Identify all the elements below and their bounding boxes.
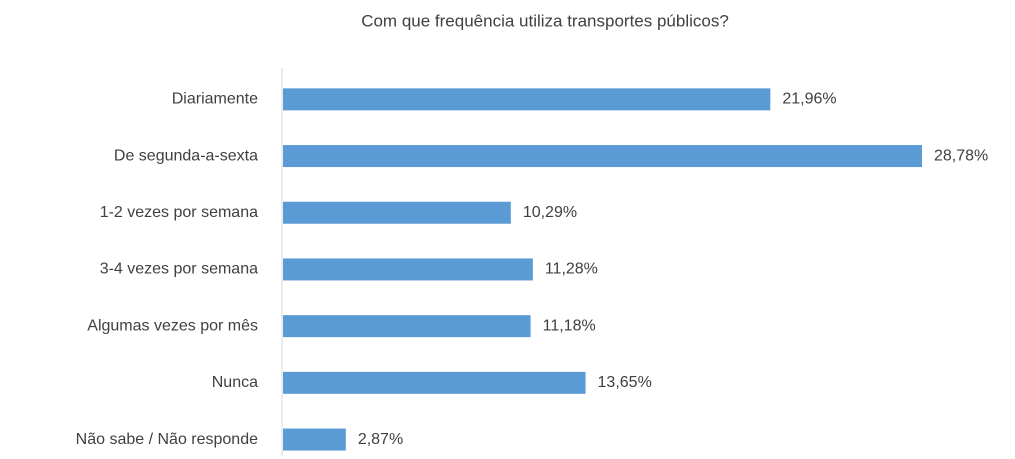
value-label: 13,65% bbox=[598, 374, 652, 391]
value-label: 11,28% bbox=[545, 261, 598, 278]
y-tick-label: Algumas vezes por mês bbox=[87, 317, 258, 334]
bar bbox=[283, 201, 511, 224]
bar bbox=[283, 315, 531, 338]
value-label: 10,29% bbox=[523, 204, 577, 221]
value-label: 28,78% bbox=[934, 147, 988, 164]
bar bbox=[283, 428, 346, 451]
bar bbox=[283, 371, 586, 394]
bar bbox=[283, 145, 922, 168]
y-tick-label: Não sabe / Não responde bbox=[76, 431, 258, 448]
bar bbox=[283, 258, 533, 281]
y-tick-label: De segunda-a-sexta bbox=[114, 147, 258, 164]
bar bbox=[283, 88, 771, 111]
value-label: 11,18% bbox=[543, 317, 596, 334]
chart-title: Com que frequência utiliza transportes p… bbox=[361, 11, 729, 30]
value-label: 2,87% bbox=[358, 431, 403, 448]
y-tick-label: 3-4 vezes por semana bbox=[100, 261, 258, 278]
y-tick-label: Nunca bbox=[212, 374, 258, 391]
y-tick-label: 1-2 vezes por semana bbox=[100, 204, 258, 221]
y-tick-label: Diariamente bbox=[172, 91, 258, 108]
value-label: 21,96% bbox=[782, 91, 836, 108]
